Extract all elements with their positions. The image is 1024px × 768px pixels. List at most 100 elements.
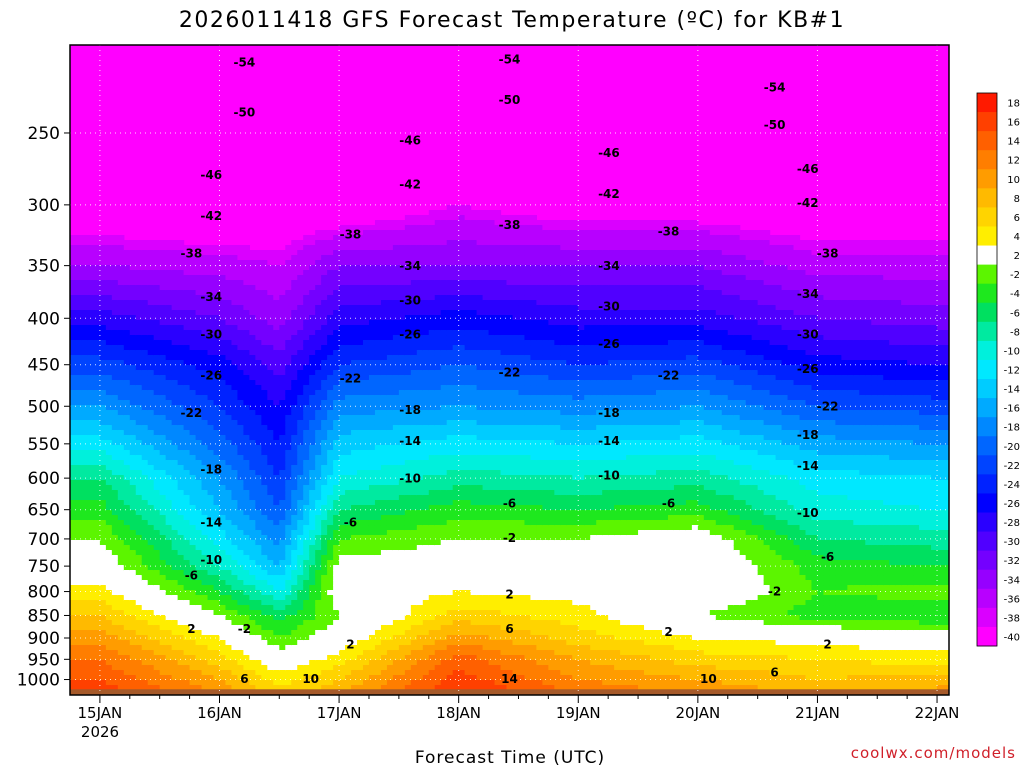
temperature-cell bbox=[219, 455, 227, 461]
temperature-cell bbox=[135, 350, 143, 356]
temperature-cell bbox=[99, 320, 107, 326]
temperature-cell bbox=[321, 480, 328, 486]
temperature-cell bbox=[99, 590, 107, 596]
temperature-cell bbox=[279, 345, 286, 351]
temperature-cell bbox=[99, 470, 107, 476]
temperature-cell bbox=[363, 535, 370, 541]
temperature-cell bbox=[231, 345, 239, 351]
temperature-cell bbox=[70, 550, 77, 556]
temperature-cell bbox=[129, 260, 137, 266]
temperature-cell bbox=[392, 320, 400, 326]
temperature-cell bbox=[171, 275, 179, 281]
temperature-cell bbox=[93, 500, 101, 506]
temperature-cell bbox=[261, 515, 268, 521]
temperature-cell bbox=[123, 595, 131, 601]
temperature-cell bbox=[261, 280, 268, 286]
temperature-cell bbox=[207, 350, 215, 356]
temperature-cell bbox=[189, 435, 197, 441]
temperature-cell bbox=[219, 670, 227, 676]
temperature-cell bbox=[129, 405, 137, 411]
temperature-cell bbox=[386, 385, 394, 391]
temperature-cell bbox=[87, 435, 95, 441]
temperature-cell bbox=[285, 365, 292, 371]
temperature-cell bbox=[368, 440, 376, 446]
temperature-cell bbox=[333, 265, 340, 271]
temperature-cell bbox=[207, 280, 215, 286]
temperature-cell bbox=[333, 405, 340, 411]
temperature-cell bbox=[357, 410, 364, 416]
temperature-cell bbox=[321, 250, 328, 256]
temperature-cell bbox=[123, 455, 131, 461]
temperature-cell bbox=[141, 240, 149, 246]
temperature-cell bbox=[201, 305, 209, 311]
temperature-cell bbox=[171, 345, 179, 351]
temperature-cell bbox=[129, 660, 137, 666]
temperature-cell bbox=[147, 315, 155, 321]
temperature-cell bbox=[339, 330, 346, 336]
temperature-cell bbox=[386, 520, 394, 526]
temperature-cell bbox=[345, 635, 352, 641]
temperature-cell bbox=[303, 580, 310, 586]
temperature-cell bbox=[374, 430, 382, 436]
temperature-cell bbox=[189, 595, 197, 601]
temperature-cell bbox=[70, 300, 77, 306]
temperature-cell bbox=[123, 255, 131, 261]
temperature-cell bbox=[273, 330, 280, 336]
temperature-cell bbox=[207, 275, 215, 281]
temperature-cell bbox=[219, 480, 227, 486]
temperature-cell bbox=[99, 250, 107, 256]
temperature-cell bbox=[117, 405, 125, 411]
temperature-cell bbox=[135, 515, 143, 521]
temperature-cell bbox=[117, 640, 125, 646]
temperature-cell bbox=[363, 375, 370, 381]
temperature-cell bbox=[123, 640, 131, 646]
temperature-cell bbox=[70, 305, 77, 311]
temperature-cell bbox=[147, 585, 155, 591]
temperature-cell bbox=[75, 490, 83, 496]
temperature-cell bbox=[303, 565, 310, 571]
temperature-cell bbox=[327, 265, 334, 271]
temperature-cell bbox=[171, 355, 179, 361]
temperature-cell bbox=[165, 280, 173, 286]
temperature-cell bbox=[195, 320, 203, 326]
temperature-cell bbox=[297, 385, 304, 391]
temperature-cell bbox=[386, 530, 394, 536]
temperature-cell bbox=[297, 630, 304, 636]
temperature-cell bbox=[219, 260, 227, 266]
temperature-cell bbox=[386, 450, 394, 456]
temperature-cell bbox=[374, 330, 382, 336]
temperature-cell bbox=[333, 425, 340, 431]
temperature-cell bbox=[279, 530, 286, 536]
temperature-cell bbox=[111, 470, 119, 476]
temperature-cell bbox=[351, 225, 358, 231]
temperature-cell bbox=[339, 325, 346, 331]
temperature-cell bbox=[303, 250, 310, 256]
temperature-cell bbox=[117, 265, 125, 271]
temperature-cell bbox=[380, 230, 388, 236]
temperature-cell bbox=[117, 340, 125, 346]
temperature-cell bbox=[225, 335, 233, 341]
temperature-cell bbox=[291, 295, 298, 301]
temperature-cell bbox=[75, 305, 83, 311]
temperature-cell bbox=[171, 465, 179, 471]
temperature-cell bbox=[291, 245, 298, 251]
temperature-cell bbox=[380, 425, 388, 431]
temperature-cell bbox=[123, 270, 131, 276]
temperature-cell bbox=[333, 510, 340, 516]
temperature-cell bbox=[351, 435, 358, 441]
temperature-cell bbox=[147, 350, 155, 356]
temperature-cell bbox=[81, 425, 89, 431]
temperature-cell bbox=[99, 340, 107, 346]
temperature-cell bbox=[231, 280, 239, 286]
temperature-cell bbox=[183, 420, 191, 426]
temperature-cell bbox=[357, 490, 364, 496]
temperature-cell bbox=[357, 380, 364, 386]
temperature-cell bbox=[273, 665, 280, 671]
temperature-cell bbox=[81, 575, 89, 581]
temperature-cell bbox=[303, 400, 310, 406]
temperature-cell bbox=[141, 425, 149, 431]
temperature-cell bbox=[315, 535, 322, 541]
temperature-cell bbox=[159, 265, 167, 271]
temperature-cell bbox=[111, 485, 119, 491]
temperature-cell bbox=[392, 380, 400, 386]
